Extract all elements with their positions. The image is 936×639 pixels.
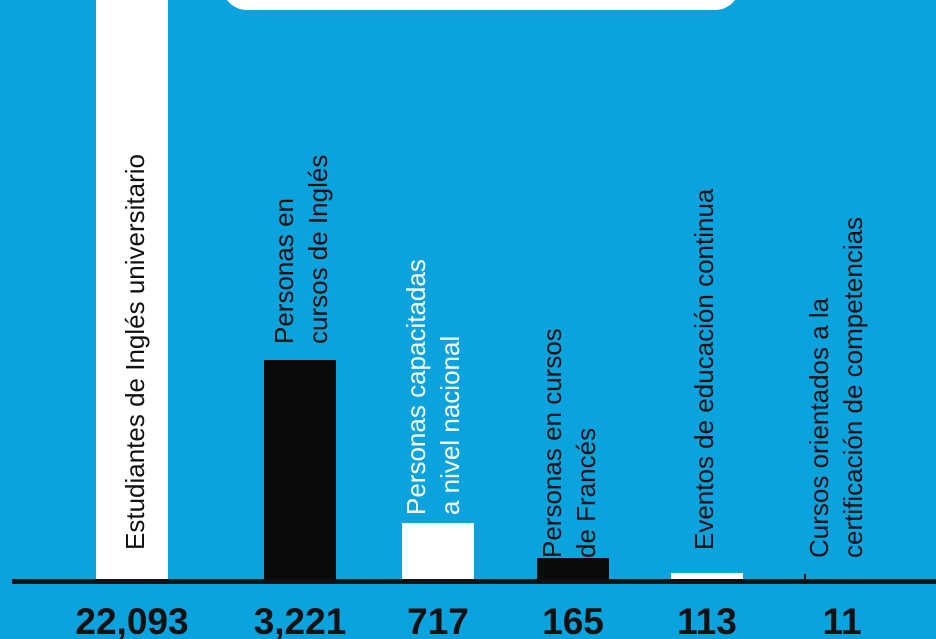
bar-3221 bbox=[264, 360, 336, 579]
bar-165 bbox=[537, 558, 609, 579]
category-label-6-line-2: certificación de competencias bbox=[838, 217, 868, 558]
bar-11 bbox=[804, 574, 806, 579]
value-label-113: 113 bbox=[677, 601, 737, 639]
value-label-11: 11 bbox=[822, 601, 861, 639]
category-label-4-line-2: de Francés bbox=[571, 428, 601, 558]
category-label-1: Estudiantes de Inglés universitario bbox=[120, 154, 150, 550]
category-label-3-line-1: Personas capacitadas bbox=[401, 259, 431, 515]
baseline bbox=[12, 579, 936, 584]
value-label-3221: 3,221 bbox=[254, 601, 347, 639]
value-label-22093: 22,093 bbox=[75, 601, 188, 639]
category-label-3-line-2: a nivel nacional bbox=[435, 336, 465, 515]
category-label-2-line-2: cursos de Inglés bbox=[303, 155, 333, 344]
bar-717 bbox=[402, 523, 474, 579]
value-label-717: 717 bbox=[407, 601, 469, 639]
category-label-4-line-1: Personas en cursos bbox=[537, 328, 567, 558]
top-panel bbox=[222, 0, 740, 10]
category-label-5: Eventos de educación continua bbox=[689, 188, 719, 550]
value-label-165: 165 bbox=[542, 601, 604, 639]
category-label-2-line-1: Personas en bbox=[269, 198, 299, 344]
bar-22093 bbox=[96, 0, 168, 579]
category-label-6-line-1: Cursos orientados a la bbox=[804, 297, 834, 558]
bar-113 bbox=[671, 573, 743, 579]
